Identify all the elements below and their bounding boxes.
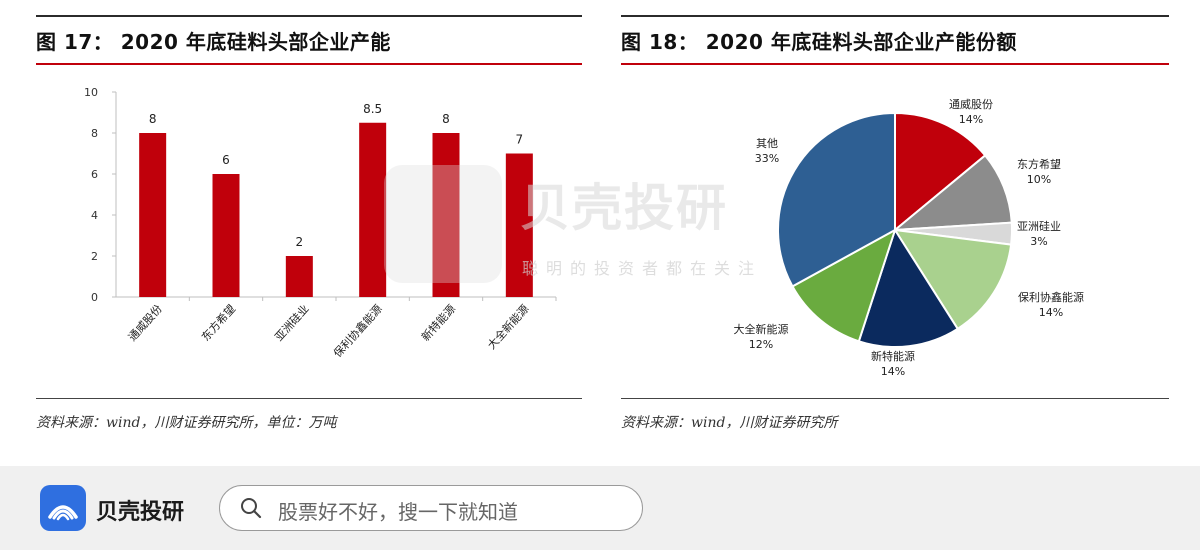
bottom-divider: [36, 398, 582, 399]
x-category-label: 东方希望: [198, 302, 238, 344]
search-placeholder: 股票好不好，搜一下就知道: [278, 500, 518, 524]
title-underline: [36, 63, 582, 65]
slice-name-label: 新特能源: [871, 349, 915, 363]
pie-slice: [777, 111, 896, 288]
x-category-label: 通威股份: [126, 302, 165, 343]
slice-percent-label: 14%: [1039, 306, 1063, 319]
bar-chart-title: 图 17： 2020 年底硅料头部企业产能: [36, 30, 391, 54]
pie-slice: [891, 154, 1013, 232]
bar: [359, 122, 387, 297]
y-tick-label: 2: [91, 250, 98, 263]
pie-chart-panel: 图 18： 2020 年底硅料头部企业产能份额 通威股份 14% 东方希望 10% 亚洲…: [621, 0, 1169, 440]
slice-name-label: 通威股份: [949, 98, 993, 111]
bar-chart: 0 2 4 6 8 10 8 通威股份 6 东方希望 2 亚洲硅业 8.5 保利协鑫能源 8 新特能源 7 大全新…: [84, 86, 557, 360]
y-tick-label: 0: [91, 291, 98, 304]
slice-name-label: 大全新能源: [734, 322, 789, 336]
bar-value-label: 2: [296, 235, 304, 249]
slice-percent-label: 10%: [1027, 173, 1051, 186]
y-tick-label: 10: [84, 86, 98, 99]
pie-chart-source: 资料来源：wind，川财证券研究所: [621, 415, 838, 431]
bar-value-label: 8.5: [363, 102, 382, 116]
slice-percent-label: 14%: [881, 365, 905, 378]
slice-percent-label: 12%: [749, 338, 773, 351]
x-category-label: 亚洲硅业: [272, 302, 311, 343]
bar-chart-source: 资料来源：wind，川财证券研究所，单位：万吨: [36, 415, 337, 431]
x-category-label: 新特能源: [418, 302, 458, 344]
bar-chart-panel: 图 17： 2020 年底硅料头部企业产能 0 2 4 6 8 10 8 通威股份 6 东方希望 2…: [36, 0, 582, 440]
slice-name-label: 保利协鑫能源: [1018, 290, 1084, 304]
bar: [212, 174, 240, 297]
search-icon: [241, 498, 262, 519]
watermark-slogan: 聪明的投资者都在关注: [522, 259, 763, 278]
slice-percent-label: 3%: [1030, 235, 1047, 248]
search-input[interactable]: 股票好不好，搜一下就知道: [219, 485, 643, 531]
bar: [285, 256, 313, 297]
bar-value-label: 8: [442, 112, 450, 126]
bar-value-label: 6: [222, 153, 230, 167]
footer-bar: 贝壳投研 股票好不好，搜一下就知道: [0, 466, 1200, 550]
y-tick-label: 6: [91, 168, 98, 181]
bar: [432, 133, 460, 297]
title-underline: [621, 63, 1169, 65]
watermark-brand: 贝壳投研: [520, 179, 728, 237]
y-tick-label: 4: [91, 209, 98, 222]
top-divider: [36, 15, 582, 17]
footer-brand-name: 贝壳投研: [96, 500, 185, 525]
slice-name-label: 其他: [756, 137, 778, 150]
pie-slice: [893, 228, 1013, 331]
pie-slice: [791, 227, 897, 343]
pie-slice: [857, 227, 960, 348]
bar: [139, 133, 167, 297]
bar-value-label: 7: [516, 133, 524, 147]
bottom-divider: [621, 398, 1169, 399]
brand-logo-icon[interactable]: [40, 485, 86, 531]
bar: [505, 153, 533, 297]
slice-percent-label: 33%: [755, 152, 779, 165]
pie-chart-title: 图 18： 2020 年底硅料头部企业产能份额: [621, 30, 1017, 54]
slice-name-label: 亚洲硅业: [1017, 220, 1061, 233]
x-category-label: 大全新能源: [484, 302, 531, 352]
slice-percent-label: 14%: [959, 113, 983, 126]
slice-name-label: 东方希望: [1017, 157, 1061, 171]
y-tick-label: 8: [91, 127, 98, 140]
x-category-label: 保利协鑫能源: [330, 302, 385, 360]
watermark-logo-icon: [384, 165, 502, 283]
pie-slice: [894, 111, 987, 233]
top-divider: [621, 15, 1169, 17]
bar-value-label: 8: [149, 112, 157, 126]
pie-chart: 通威股份 14% 东方希望 10% 亚洲硅业 3% 保利协鑫能源 14% 新特能源 14% 大全新能…: [734, 98, 1085, 378]
